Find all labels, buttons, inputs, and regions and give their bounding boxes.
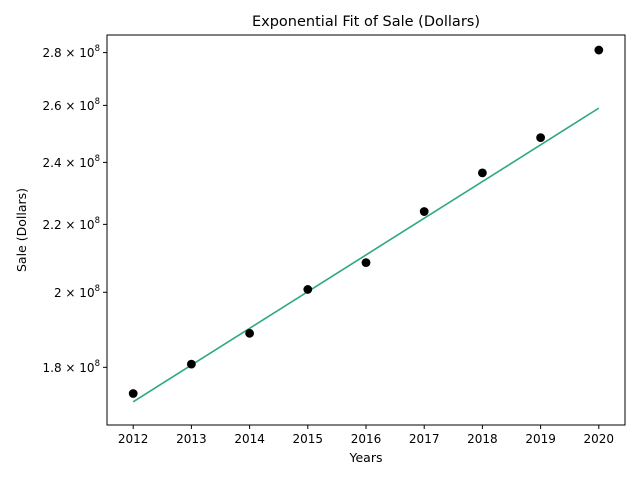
y-tick-label: 2.8 × 108 bbox=[43, 44, 100, 60]
x-tick-label: 2018 bbox=[467, 432, 498, 446]
data-point bbox=[128, 389, 138, 398]
y-axis-label: Sale (Dollars) bbox=[14, 188, 29, 272]
x-tick-label: 2020 bbox=[584, 432, 615, 446]
y-tick-label: 2.2 × 108 bbox=[43, 216, 100, 232]
data-point bbox=[361, 258, 371, 268]
x-tick-label: 2014 bbox=[234, 432, 265, 446]
x-axis: 2012 2013 2014 2015 2016 2017 2018 2019 2020 bbox=[118, 425, 614, 446]
y-axis: 1.8 × 108 2 × 108 2.2 × 108 2.4 × 108 2.6 × … bbox=[43, 44, 107, 375]
x-tick-label: 2013 bbox=[176, 432, 207, 446]
data-point bbox=[536, 133, 546, 143]
chart-title: Exponential Fit of Sale (Dollars) bbox=[252, 14, 480, 30]
data-point bbox=[245, 328, 255, 338]
data-point bbox=[478, 168, 487, 178]
y-tick-label: 2 × 108 bbox=[54, 284, 100, 300]
x-tick-label: 2016 bbox=[351, 432, 382, 446]
data-point bbox=[419, 207, 429, 216]
data-point bbox=[303, 285, 313, 294]
y-tick-label: 1.8 × 108 bbox=[43, 359, 100, 375]
x-tick-label: 2019 bbox=[525, 432, 556, 446]
y-tick-label: 2.4 × 108 bbox=[43, 154, 100, 170]
data-point bbox=[186, 359, 196, 369]
x-axis-label: Years bbox=[349, 450, 383, 465]
x-tick-label: 2012 bbox=[118, 432, 149, 446]
x-tick-label: 2015 bbox=[293, 432, 324, 446]
data-point bbox=[594, 45, 604, 55]
y-tick-label: 2.6 × 108 bbox=[43, 97, 100, 113]
plot-area bbox=[128, 45, 604, 403]
x-tick-label: 2017 bbox=[409, 432, 440, 446]
fit-line bbox=[132, 107, 600, 403]
